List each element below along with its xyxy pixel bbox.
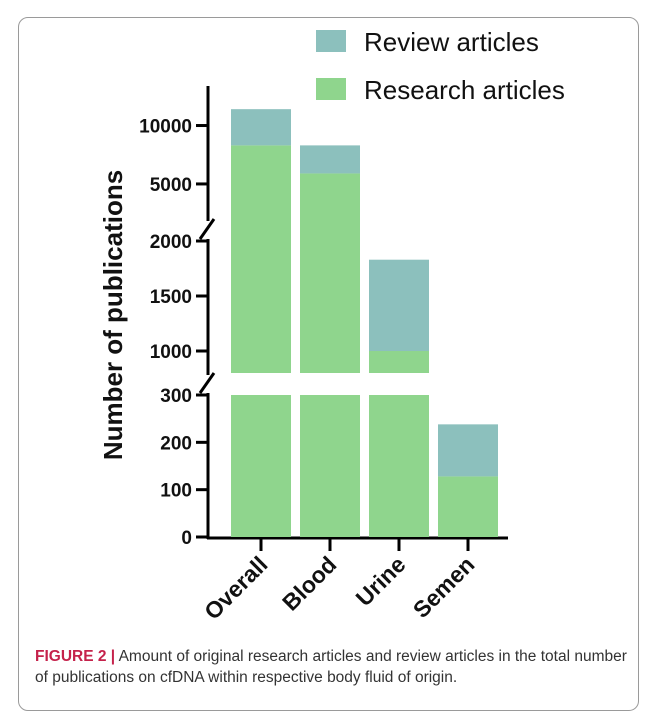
figure-caption-label: FIGURE 2 |	[35, 648, 116, 665]
y-tick-label: 5000	[150, 175, 192, 196]
bar-research-articles-overall	[231, 145, 291, 241]
y-tick-label: 1500	[150, 287, 192, 308]
bar-review-articles-urine	[369, 259, 429, 351]
axis-break-mark	[198, 218, 216, 240]
bar-research-articles-overall	[231, 395, 291, 537]
x-category-label: Semen	[408, 551, 480, 623]
figure-caption-text: Amount of original research articles and…	[35, 648, 627, 686]
x-category-label: Overall	[199, 551, 273, 625]
legend-label: Review articles	[364, 27, 539, 57]
y-tick-label: 300	[160, 386, 192, 407]
y-tick-label: 2000	[150, 232, 192, 253]
stacked-bar-chart: Number of publications 0 100 200 300 1000 150…	[98, 27, 565, 625]
legend-swatch	[316, 30, 346, 52]
legend-label: Research articles	[364, 75, 565, 105]
y-tick-label: 1000	[150, 342, 192, 363]
bar-review-articles-semen	[438, 424, 498, 477]
y-axis-label: Number of publications	[98, 170, 128, 460]
legend-swatch	[316, 78, 346, 100]
y-tick-label: 10000	[139, 117, 192, 138]
bar-research-articles-urine	[369, 395, 429, 537]
bar-research-articles-semen	[438, 476, 498, 537]
bar-research-articles-blood	[300, 241, 360, 373]
y-tick-label: 200	[160, 433, 192, 454]
y-tick-label: 100	[160, 481, 192, 502]
x-category-label: Blood	[277, 551, 341, 615]
bar-research-articles-urine	[369, 351, 429, 373]
figure-caption: FIGURE 2 | Amount of original research a…	[35, 646, 635, 688]
x-category-label: Urine	[351, 551, 411, 611]
y-tick-label: 0	[181, 528, 192, 549]
bar-research-articles-overall	[231, 241, 291, 373]
axis-break-mark	[198, 372, 216, 394]
bar-review-articles-overall	[231, 109, 291, 146]
bar-research-articles-blood	[300, 173, 360, 241]
bar-research-articles-blood	[300, 395, 360, 537]
bar-review-articles-blood	[300, 145, 360, 174]
